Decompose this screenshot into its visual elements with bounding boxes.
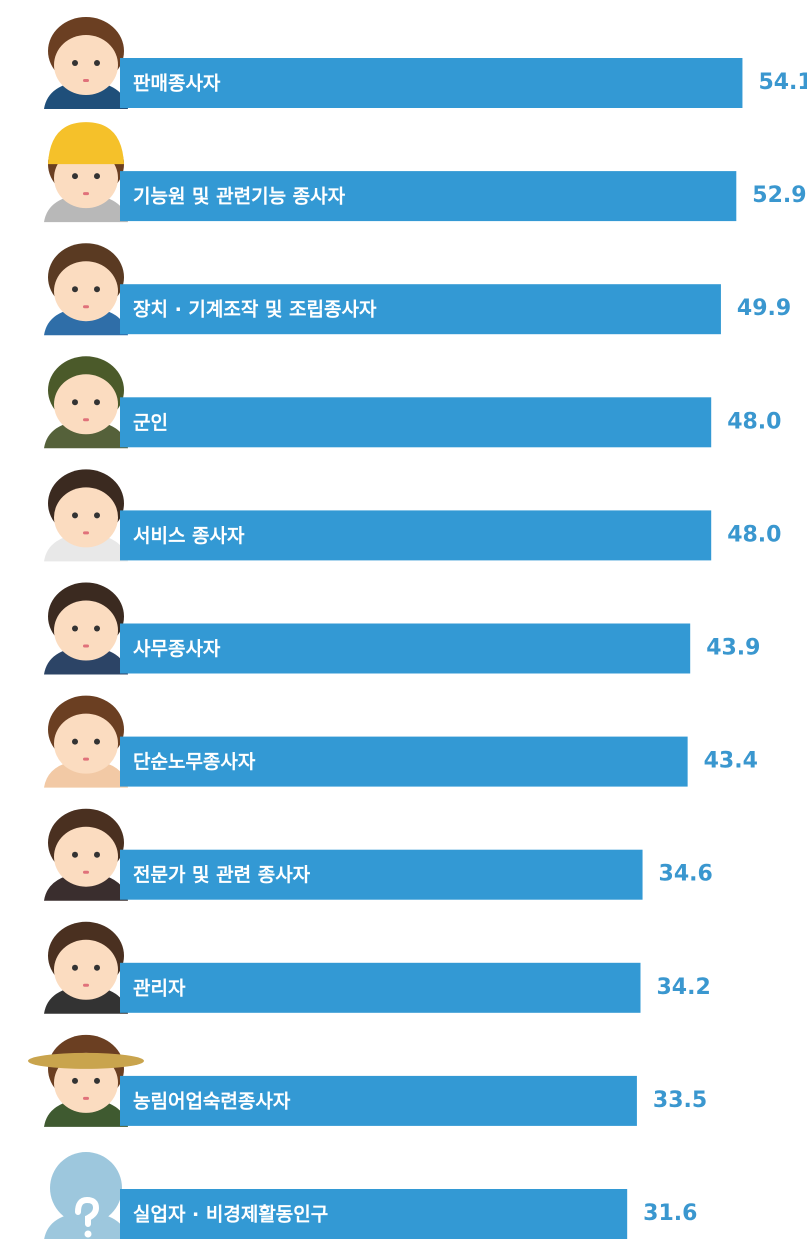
avatar-icon xyxy=(44,808,128,901)
bar xyxy=(120,171,737,222)
avatar-eye xyxy=(72,964,78,971)
avatar-mouth xyxy=(83,757,89,761)
avatar-question-dot xyxy=(84,1230,92,1238)
avatar-eye xyxy=(94,60,100,66)
avatar-eye xyxy=(94,738,100,745)
value-label: 31.6 xyxy=(643,1201,697,1226)
category-label: 관리자 xyxy=(133,977,186,999)
avatar-eye xyxy=(72,1077,78,1084)
value-label: 34.6 xyxy=(659,862,713,887)
avatar-mouth xyxy=(83,1096,89,1100)
value-label: 48.0 xyxy=(727,522,781,547)
avatar-eye xyxy=(94,512,100,519)
avatar-head xyxy=(50,1152,122,1224)
bar xyxy=(120,849,643,900)
avatar-face xyxy=(54,487,118,548)
avatar-eye xyxy=(72,851,78,858)
avatar-mouth xyxy=(83,644,89,648)
avatar-face xyxy=(54,374,118,435)
value-label: 33.5 xyxy=(653,1088,707,1113)
avatar-eye xyxy=(72,512,78,519)
avatar-icon xyxy=(44,1152,128,1239)
avatar-question xyxy=(75,1196,100,1227)
avatar-eye xyxy=(94,851,100,858)
value-label: 54.1 xyxy=(758,70,807,95)
avatar-eye xyxy=(72,738,78,745)
bar xyxy=(120,284,721,335)
value-label: 34.2 xyxy=(657,975,711,1000)
avatar-eye xyxy=(94,286,100,293)
avatar-icon xyxy=(44,243,128,336)
avatar-helmet xyxy=(48,122,124,165)
avatar-face xyxy=(54,35,118,95)
avatar-eye xyxy=(72,286,78,293)
category-label: 장치 · 기계조작 및 조립종사자 xyxy=(133,299,377,321)
avatar-mouth xyxy=(83,418,89,422)
avatar-hat xyxy=(28,1052,144,1069)
avatar-mouth xyxy=(83,983,89,987)
avatar-eye xyxy=(72,60,78,66)
category-label: 서비스 종사자 xyxy=(133,525,245,547)
avatar-face xyxy=(54,826,118,887)
avatar-icon xyxy=(44,695,128,788)
avatar-icon xyxy=(44,921,128,1014)
avatar-icon xyxy=(44,122,128,223)
avatar-face xyxy=(54,713,118,774)
category-label: 판매종사자 xyxy=(133,73,221,95)
value-label: 43.4 xyxy=(704,749,758,774)
avatar-icon xyxy=(44,582,128,675)
avatar-mouth xyxy=(83,531,89,535)
category-label: 실업자 · 비경제활동인구 xyxy=(133,1204,328,1226)
value-label: 49.9 xyxy=(737,296,791,321)
avatar-eye xyxy=(94,173,100,180)
category-label: 농림어업숙련종사자 xyxy=(133,1090,291,1112)
bar xyxy=(120,510,712,561)
category-label: 전문가 및 관련 종사자 xyxy=(133,864,311,886)
avatar-mouth xyxy=(83,870,89,874)
avatar-mouth xyxy=(83,192,89,196)
avatar-mouth xyxy=(83,79,89,82)
avatar-mouth xyxy=(83,305,89,309)
category-label: 기능원 및 관련기능 종사자 xyxy=(133,186,346,208)
avatar-icon xyxy=(44,469,128,562)
bar xyxy=(120,962,641,1013)
category-label: 사무종사자 xyxy=(133,638,221,660)
avatar-face xyxy=(54,261,118,322)
avatar-eye xyxy=(94,625,100,632)
avatar-face xyxy=(54,600,118,661)
bar xyxy=(120,58,743,108)
bar xyxy=(120,397,712,448)
avatar-eye xyxy=(94,1077,100,1084)
bar xyxy=(120,1189,628,1239)
category-label: 단순노무종사자 xyxy=(133,751,256,773)
avatar-icon xyxy=(28,1034,144,1127)
avatar-eye xyxy=(72,399,78,406)
bar xyxy=(120,623,691,674)
value-label: 52.9 xyxy=(752,183,806,208)
avatar-icon xyxy=(44,17,128,109)
value-label: 48.0 xyxy=(727,409,781,434)
avatar-eye xyxy=(72,625,78,632)
bar xyxy=(120,1075,637,1126)
bar xyxy=(120,736,688,787)
avatar-eye xyxy=(94,964,100,971)
avatar-eye xyxy=(94,399,100,406)
category-label: 군인 xyxy=(133,412,168,434)
avatar-face xyxy=(54,939,118,1000)
value-label: 43.9 xyxy=(706,636,760,661)
avatar-icon xyxy=(44,356,128,449)
avatar-eye xyxy=(72,173,78,180)
